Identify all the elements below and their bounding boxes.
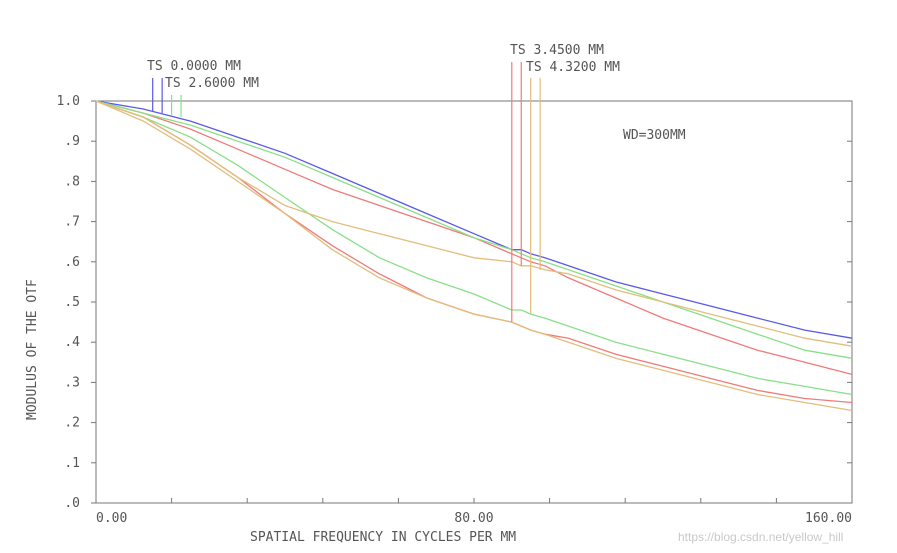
series-line-2	[95, 100, 853, 404]
y-tick-label: .3	[64, 375, 80, 390]
y-tick-label: .2	[64, 416, 80, 431]
legend-label-ts-2-6: TS 2.6000 MM	[165, 76, 259, 91]
y-tick-label: .9	[64, 134, 80, 149]
y-axis-label: MODULUS OF THE OTF	[25, 279, 40, 420]
series-line-0	[95, 100, 853, 339]
y-tick-label: .5	[64, 295, 80, 310]
legend-label-ts-3-45: TS 3.4500 MM	[510, 43, 604, 58]
y-tick-label: .7	[64, 215, 80, 230]
y-tick-label: .6	[64, 255, 80, 270]
series-line-4	[95, 100, 853, 396]
series-line-3	[95, 100, 853, 359]
y-tick-label: .0	[64, 496, 80, 511]
x-tick-label: 160.00	[805, 511, 852, 526]
y-tick-label: 1.0	[57, 94, 80, 109]
series-line-5	[95, 100, 853, 347]
legend-label-ts-4-32: TS 4.3200 MM	[526, 60, 620, 75]
series-line-1	[95, 100, 853, 376]
series-group	[95, 100, 853, 412]
y-tick-label: .8	[64, 174, 80, 189]
series-line-6	[95, 100, 853, 412]
y-tick-label: .4	[64, 335, 80, 350]
x-tick-labels: 0.00 80.00 160.00	[96, 511, 852, 526]
wd-annotation: WD=300MM	[623, 128, 686, 143]
x-axis-label: SPATIAL FREQUENCY IN CYCLES PER MM	[250, 530, 516, 545]
marker-lines	[152, 62, 541, 323]
legend-label-ts-0: TS 0.0000 MM	[147, 59, 241, 74]
watermark: https://blog.csdn.net/yellow_hill	[678, 530, 843, 544]
y-tick-labels: .0 .1 .2 .3 .4 .5 .6 .7 .8 .9 1.0	[57, 94, 81, 511]
tick-marks	[91, 100, 853, 504]
x-tick-label: 80.00	[454, 511, 493, 526]
x-tick-label: 0.00	[96, 511, 127, 526]
y-tick-label: .1	[64, 456, 80, 471]
